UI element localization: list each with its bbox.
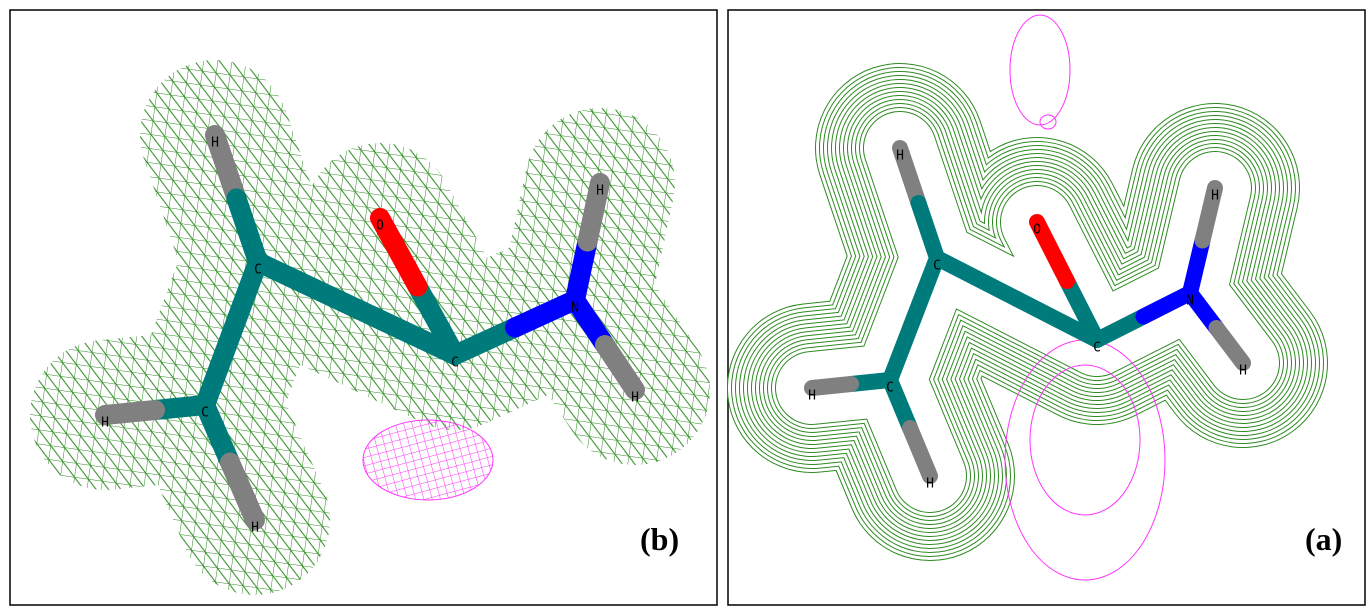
atom-label: H bbox=[1239, 364, 1247, 379]
panel-label: (a) bbox=[1305, 521, 1342, 557]
atom-label: H bbox=[251, 521, 259, 536]
atom-label: H bbox=[808, 389, 816, 404]
atom-label: C bbox=[933, 259, 941, 274]
panel-label: (b) bbox=[640, 521, 679, 557]
atom-label: H bbox=[596, 184, 604, 199]
atom-label: C bbox=[201, 406, 209, 421]
atom-label: H bbox=[926, 477, 934, 492]
atom-label: C bbox=[451, 356, 459, 371]
bond bbox=[812, 384, 851, 388]
negative-mesh bbox=[363, 420, 493, 500]
atom-label: C bbox=[254, 263, 262, 278]
bond bbox=[105, 410, 155, 415]
atom-label: H bbox=[101, 416, 109, 431]
atom-label: H bbox=[631, 391, 639, 406]
atom-label: C bbox=[1093, 341, 1101, 356]
atom-label: C bbox=[886, 381, 894, 396]
atom-label: O bbox=[376, 219, 384, 234]
atom-label: N bbox=[571, 301, 579, 316]
figure: H C O C N H H C H H (b) H C O C N H H C H H (a) bbox=[0, 0, 1371, 613]
atom-label: O bbox=[1033, 223, 1041, 238]
atom-label: H bbox=[1211, 189, 1219, 204]
atom-label: H bbox=[211, 136, 219, 151]
atom-label: H bbox=[896, 149, 904, 164]
atom-label: N bbox=[1186, 294, 1194, 309]
